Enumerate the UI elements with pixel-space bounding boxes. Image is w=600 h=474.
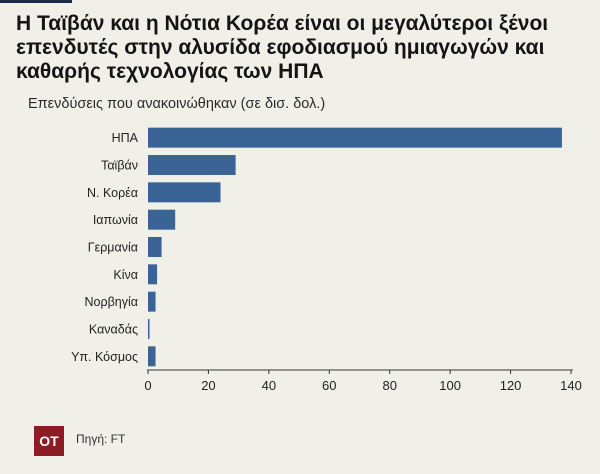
- bar: [148, 209, 176, 230]
- x-tick-label: 40: [262, 378, 276, 393]
- x-tick-label: 140: [560, 378, 582, 393]
- top-rule: [0, 0, 72, 3]
- x-tick-label: 0: [144, 378, 151, 393]
- category-label: ΗΠΑ: [112, 131, 139, 145]
- category-label: Νορβηγία: [85, 295, 139, 309]
- bar: [148, 319, 150, 339]
- bar: [148, 291, 156, 312]
- x-tick-label: 100: [439, 378, 461, 393]
- category-label: Υπ. Κόσμος: [71, 350, 138, 364]
- bar: [148, 155, 236, 175]
- x-tick-label: 60: [322, 378, 336, 393]
- chart-title: Η Ταϊβάν και η Νότια Κορέα είναι οι μεγα…: [16, 12, 549, 83]
- category-label: Ν. Κορέα: [87, 186, 138, 200]
- source-note: Πηγή: FT: [76, 432, 126, 446]
- bar: [148, 346, 156, 367]
- x-tick-label: 120: [500, 378, 522, 393]
- category-label: Καναδάς: [89, 323, 138, 337]
- bar: [148, 264, 158, 285]
- category-label: Ταϊβάν: [101, 159, 138, 173]
- category-label: Ιαπωνία: [93, 213, 138, 227]
- bar: [148, 237, 162, 257]
- category-label: Κίνα: [113, 268, 138, 282]
- bar: [148, 127, 562, 148]
- category-label: Γερμανία: [88, 241, 138, 255]
- chart-subtitle: Επενδύσεις που ανακοινώθηκαν (σε δισ. δο…: [28, 96, 326, 112]
- x-tick-label: 20: [201, 378, 215, 393]
- x-tick-label: 80: [382, 378, 396, 393]
- ot-logo: OT: [34, 426, 64, 456]
- bar: [148, 182, 221, 203]
